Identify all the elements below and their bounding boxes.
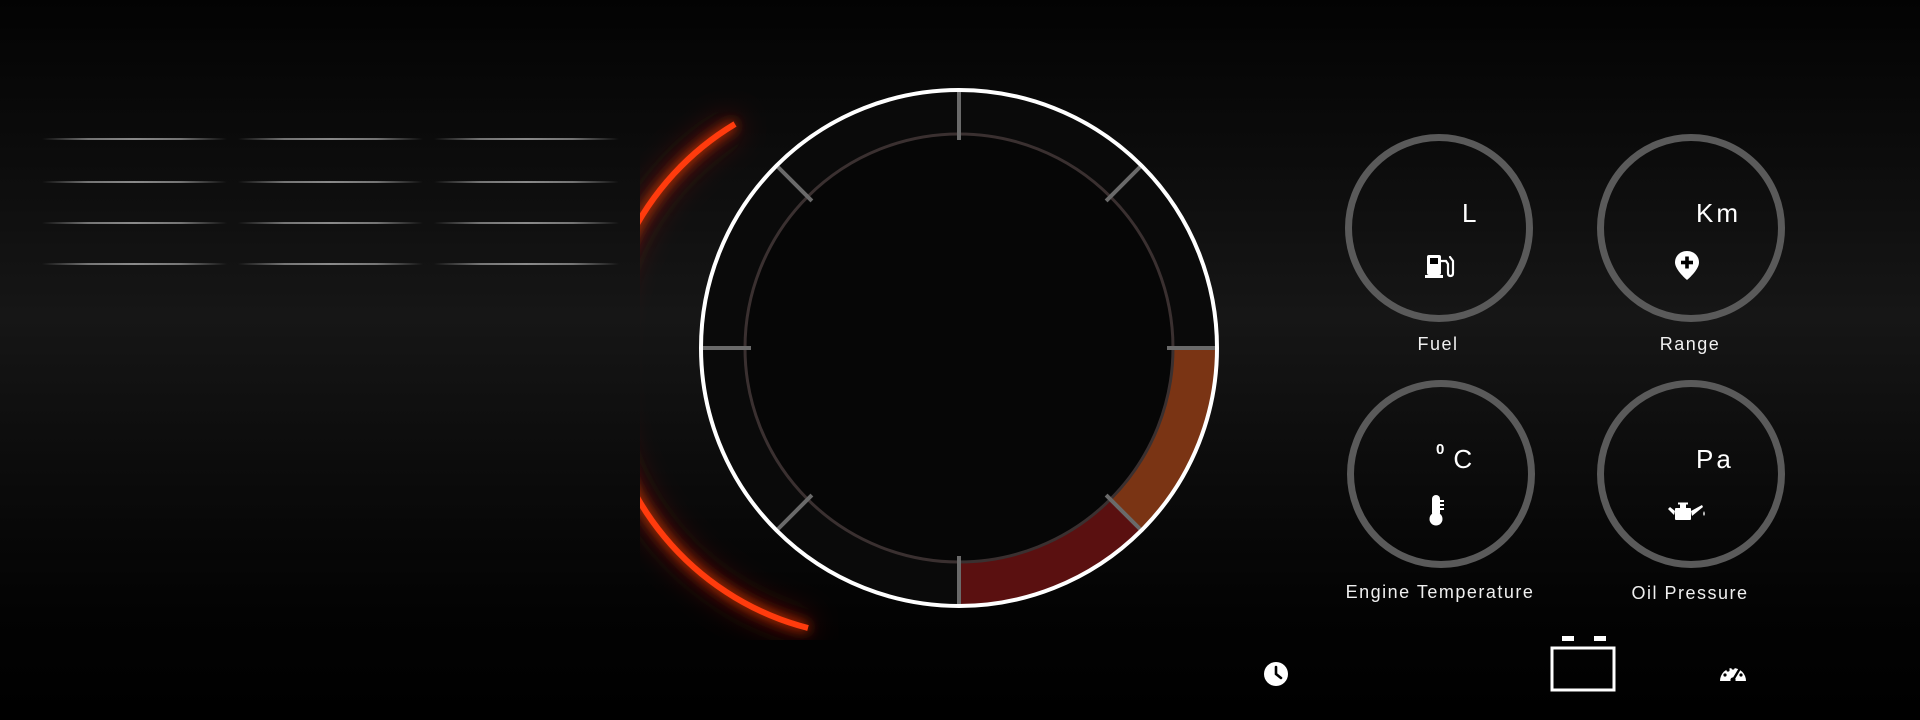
dial-tick <box>1104 493 1142 531</box>
engine-temperature-label: Engine Temperature <box>1345 582 1535 602</box>
range-gauge: Km Range <box>1590 134 1790 374</box>
dial-ticks <box>703 92 1215 604</box>
speedometer-icon[interactable] <box>1718 661 1748 685</box>
range-unit: Km <box>1696 198 1741 228</box>
main-dial <box>640 88 1219 631</box>
oil-pressure-unit: Pa <box>1696 444 1734 474</box>
info-line <box>434 263 619 265</box>
dial-tick <box>1104 165 1142 203</box>
fuel-label: Fuel <box>1417 334 1459 354</box>
degree-superscript: 0 <box>1436 441 1448 459</box>
info-line <box>238 138 423 140</box>
gauge-ring <box>1597 134 1785 322</box>
info-line <box>434 222 619 224</box>
fuel-unit: L <box>1462 198 1480 228</box>
dial-zone-red <box>959 499 1142 606</box>
info-line <box>238 181 423 183</box>
fuel-gauge: L Fuel <box>1338 134 1538 374</box>
battery-icon[interactable] <box>1550 634 1616 694</box>
oil-pressure-gauge: Pa Oil Pressure <box>1590 380 1790 620</box>
dial-outer-ring <box>699 88 1219 608</box>
gauge-ring <box>1345 134 1533 322</box>
info-line <box>42 138 227 140</box>
dial-zone-orange <box>1110 348 1217 531</box>
celsius-unit: C <box>1453 444 1476 474</box>
info-line <box>238 263 423 265</box>
info-line <box>434 181 619 183</box>
info-line <box>238 222 423 224</box>
info-lines-panel <box>42 138 622 268</box>
dial-glow-arc <box>640 121 809 631</box>
info-line <box>42 181 227 183</box>
dial-inner-face <box>746 135 1172 561</box>
gauge-ring <box>1597 380 1785 568</box>
info-line <box>434 138 619 140</box>
thermometer-icon <box>1429 495 1444 526</box>
range-label: Range <box>1659 334 1721 354</box>
dial-tick <box>776 165 814 203</box>
fuel-pump-icon <box>1425 255 1455 278</box>
oil-pressure-label: Oil Pressure <box>1631 583 1749 603</box>
dial-tick <box>776 493 814 531</box>
clock-icon[interactable] <box>1262 660 1290 688</box>
location-pin-icon <box>1675 251 1699 280</box>
oil-can-icon <box>1668 502 1705 520</box>
gauge-ring <box>1347 380 1535 568</box>
info-line <box>42 263 227 265</box>
info-line <box>42 222 227 224</box>
